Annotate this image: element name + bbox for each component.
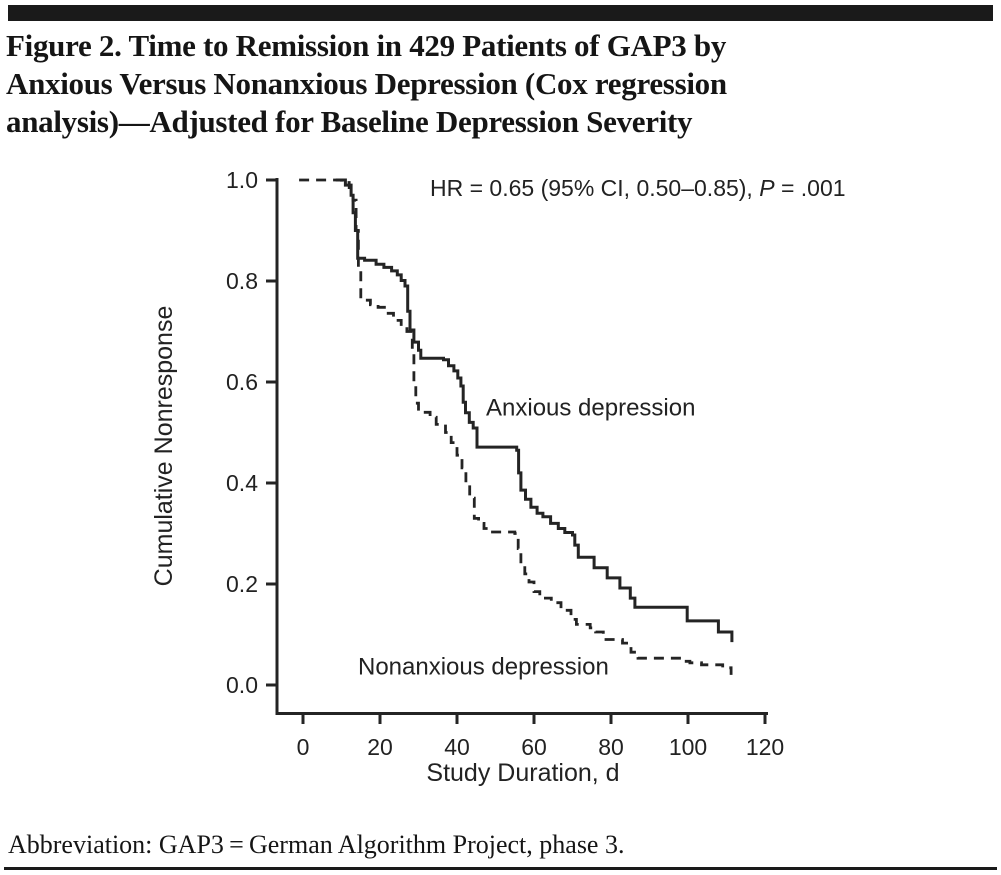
x-tick-label-60: 60: [521, 734, 547, 760]
hr-annotation: HR = 0.65 (95% CI, 0.50–0.85), P = .001: [430, 175, 846, 201]
x-tick-label-100: 100: [669, 734, 707, 760]
y-tick-label-1.0: 1.0: [226, 167, 258, 193]
curve-label-anxious: Anxious depression: [486, 395, 695, 422]
y-tick-label-0.4: 0.4: [226, 470, 258, 496]
axis-tick-labels: 0 20 40 60 80 100 120 1.0 0.8 0.6 0.4 0.2 0.0: [226, 167, 784, 760]
y-tick-label-0.2: 0.2: [226, 571, 258, 597]
top-rule-bar: [8, 5, 993, 21]
figure-title: Figure 2. Time to Remission in 429 Patie…: [6, 27, 966, 141]
curve-nonanxious: [299, 178, 733, 675]
y-tick-label-0.0: 0.0: [226, 672, 258, 698]
hr-annotation-prefix: HR = 0.65 (95% CI, 0.50–0.85),: [430, 175, 759, 201]
curve-label-nonanxious: Nonanxious depression: [358, 654, 609, 681]
hr-annotation-p: P: [759, 175, 775, 201]
figure-title-line2: Anxious Versus Nonanxious Depression (Co…: [6, 66, 727, 101]
curve-labels: Anxious depression Nonanxious depression: [358, 395, 695, 681]
y-tick-label-0.6: 0.6: [226, 369, 258, 395]
figure-title-line3: analysis)—Adjusted for Baseline Depressi…: [6, 104, 693, 139]
y-axis-title: Cumulative Nonresponse: [150, 306, 178, 587]
x-tick-label-80: 80: [598, 734, 624, 760]
abbreviation-note: Abbreviation: GAP3 = German Algorithm Pr…: [8, 830, 625, 859]
bottom-rule-bar: [4, 867, 997, 870]
y-tick-label-0.8: 0.8: [226, 268, 258, 294]
x-tick-label-40: 40: [444, 734, 470, 760]
figure-title-line1: Figure 2. Time to Remission in 429 Patie…: [6, 28, 727, 63]
x-tick-label-120: 120: [746, 734, 784, 760]
x-tick-label-0: 0: [297, 734, 310, 760]
x-tick-label-20: 20: [367, 734, 393, 760]
hr-annotation-suffix: = .001: [775, 175, 846, 201]
survival-curves: [299, 178, 734, 675]
curve-anxious: [335, 178, 734, 643]
axis-ticks: [266, 178, 767, 724]
x-axis-title: Study Duration, d: [426, 759, 619, 787]
